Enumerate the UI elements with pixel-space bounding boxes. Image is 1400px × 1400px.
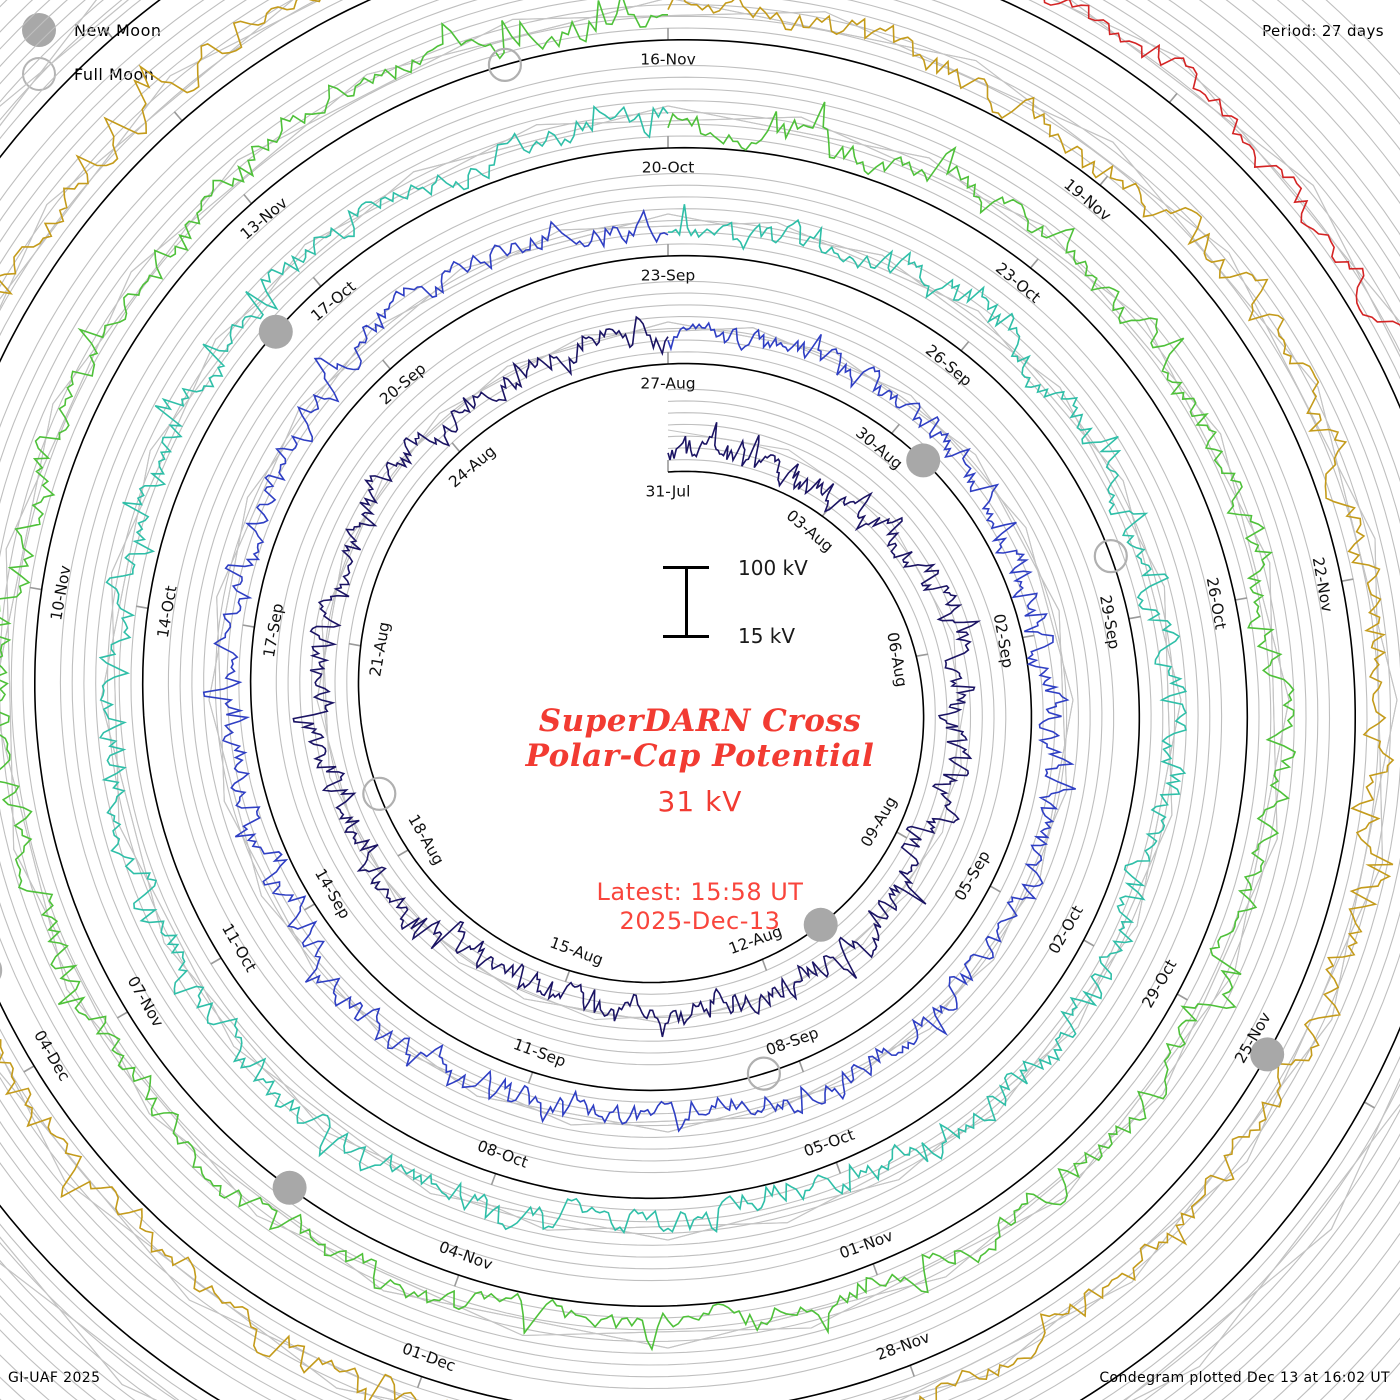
moon-markers <box>0 47 1285 1205</box>
date-label: 23-Sep <box>641 267 696 285</box>
date-label: 10-Nov <box>47 564 74 622</box>
date-label: 27-Aug <box>640 375 695 393</box>
legend-item-new-moon: New Moon <box>22 8 162 52</box>
date-label: 16-Nov <box>640 51 696 69</box>
date-label: 26-Oct <box>1203 576 1230 631</box>
period-label: Period: 27 days <box>1262 22 1384 40</box>
date-label: 08-Sep <box>764 1024 821 1060</box>
date-label: 18-Aug <box>404 811 447 868</box>
date-label: 28-Nov <box>874 1328 932 1364</box>
date-label: 14-Sep <box>311 866 354 922</box>
date-label: 04-Nov <box>436 1238 494 1274</box>
new-moon-icon <box>22 13 56 47</box>
date-label: 30-Aug <box>852 424 906 473</box>
date-label: 02-Sep <box>990 612 1017 669</box>
date-label: 02-Oct <box>1045 902 1087 957</box>
date-label: 14-Oct <box>154 584 181 639</box>
date-label: 31-Jul <box>646 483 691 501</box>
date-label: 01-Dec <box>400 1339 458 1375</box>
date-label: 13-Nov <box>237 194 291 244</box>
date-label: 05-Sep <box>951 848 994 904</box>
date-label: 24-Aug <box>445 442 499 491</box>
date-label: 21-Aug <box>366 620 393 678</box>
new-moon-label: New Moon <box>74 20 162 40</box>
date-label: 17-Oct <box>308 278 360 326</box>
date-label: 11-Sep <box>511 1035 568 1071</box>
date-label: 26-Sep <box>922 341 975 390</box>
date-label: 09-Aug <box>857 793 900 850</box>
footer-plot-time: Condegram plotted Dec 13 at 16:02 UT <box>1099 1370 1390 1386</box>
date-label: 15-Aug <box>547 933 605 969</box>
date-label: 04-Dec <box>30 1027 73 1084</box>
date-label: 23-Oct <box>992 259 1044 307</box>
date-label: 01-Nov <box>837 1227 895 1263</box>
date-label: 29-Sep <box>1096 594 1123 651</box>
date-label: 19-Nov <box>1060 175 1114 225</box>
date-label: 22-Nov <box>1309 556 1336 614</box>
date-label: 20-Oct <box>642 159 695 177</box>
date-label: 29-Oct <box>1139 956 1181 1011</box>
date-label: 05-Oct <box>801 1126 857 1161</box>
date-label: 03-Aug <box>783 506 837 555</box>
date-label: 17-Sep <box>260 602 287 659</box>
date-label: 07-Nov <box>124 973 167 1030</box>
date-label: 06-Aug <box>883 631 910 689</box>
footer-credit: GI-UAF 2025 <box>8 1370 101 1386</box>
date-label: 11-Oct <box>218 920 260 975</box>
date-label: 20-Sep <box>376 360 429 409</box>
